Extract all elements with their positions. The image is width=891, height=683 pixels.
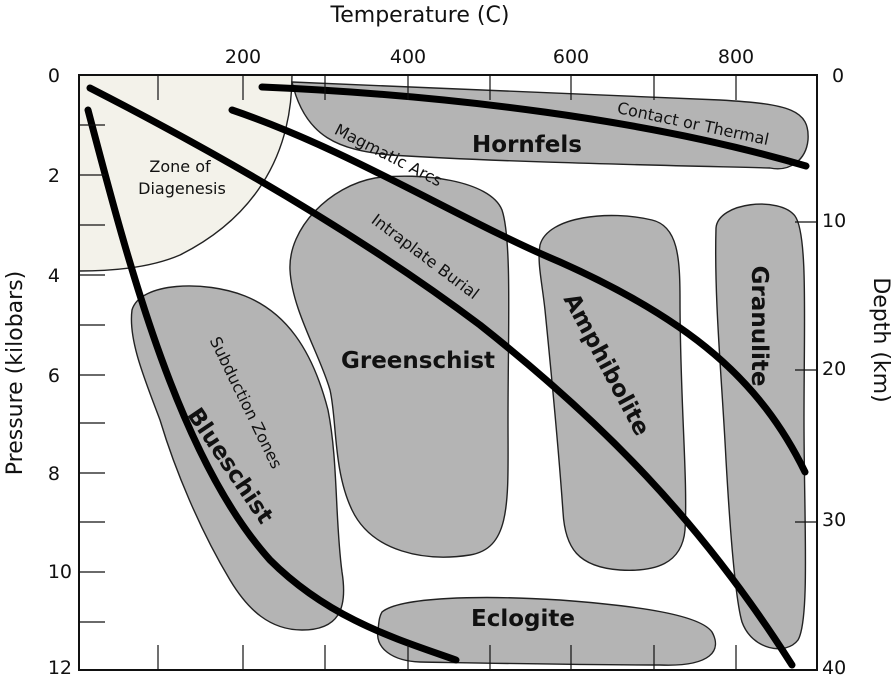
temperature-axis-title: Temperature (C) [330, 3, 510, 28]
pressure-tick-label: 0 [48, 65, 60, 87]
pressure-tick-label: 10 [48, 561, 72, 583]
depth-tick-label: 40 [822, 657, 846, 679]
eclogite-field [377, 596, 717, 666]
depth-tick-label: 30 [822, 509, 846, 531]
pressure-tick-label: 6 [48, 365, 60, 387]
pressure-tick-label: 12 [48, 657, 72, 679]
pressure-axis-title: Pressure (kilobars) [3, 271, 28, 475]
hornfels-field [291, 81, 809, 170]
axis-ticks [79, 75, 817, 670]
plot-frame [78, 74, 818, 671]
depth-tick-label: 10 [822, 210, 846, 232]
eclogite-label: Eclogite [471, 606, 575, 632]
granulite-label: Granulite [746, 266, 772, 387]
hornfels-label: Hornfels [472, 132, 582, 158]
pressure-tick-label: 2 [48, 165, 60, 187]
blueschist-field [130, 285, 345, 631]
depth-tick-label: 20 [822, 358, 846, 380]
greenschist-label: Greenschist [341, 348, 495, 374]
diagenesis-label: Diagenesis [138, 179, 226, 198]
depth-tick-label: 0 [832, 65, 844, 87]
temperature-tick-label: 400 [390, 46, 426, 68]
temperature-tick-label: 200 [225, 46, 261, 68]
pressure-tick-label: 8 [48, 463, 60, 485]
temperature-tick-label: 800 [718, 46, 754, 68]
diagenesis-label: Zone of [149, 157, 211, 176]
greenschist-field [289, 175, 510, 558]
pressure-tick-label: 4 [48, 265, 60, 287]
temperature-tick-label: 600 [553, 46, 589, 68]
depth-axis-title: Depth (km) [868, 277, 891, 402]
